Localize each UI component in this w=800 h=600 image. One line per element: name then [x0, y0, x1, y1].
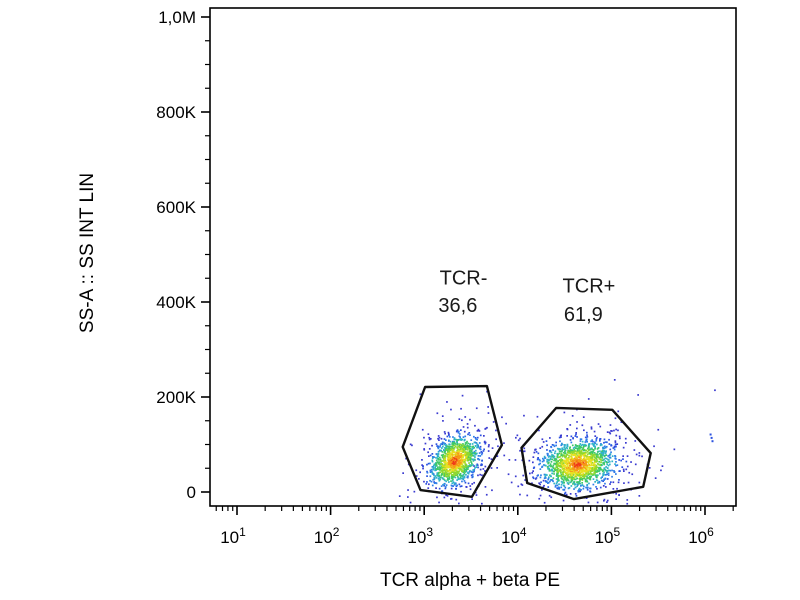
svg-text:200K: 200K [156, 388, 196, 407]
svg-text:0: 0 [187, 483, 196, 502]
svg-text:106: 106 [688, 525, 714, 547]
y-axis-tick-labels: 0 200K 400K 600K 800K 1,0M [156, 8, 196, 502]
x-axis-ticks [215, 506, 734, 515]
svg-text:400K: 400K [156, 293, 196, 312]
svg-text:1,0M: 1,0M [158, 8, 196, 27]
svg-text:61,9: 61,9 [564, 304, 603, 326]
svg-text:101: 101 [220, 525, 246, 547]
svg-text:800K: 800K [156, 103, 196, 122]
plot-frame [209, 7, 737, 507]
population-gates [401, 384, 652, 501]
y-axis-ticks [201, 16, 210, 493]
svg-text:600K: 600K [156, 198, 196, 217]
svg-text:103: 103 [407, 525, 433, 547]
svg-text:105: 105 [595, 525, 621, 547]
x-axis-title: TCR alpha + beta PE [379, 570, 561, 591]
svg-text:104: 104 [501, 525, 527, 547]
svg-text:102: 102 [314, 525, 340, 547]
svg-text:TCR+: TCR+ [563, 276, 616, 298]
svg-text:TCR-: TCR- [440, 267, 488, 289]
gate-labels: TCR- 36,6 TCR+ 61,9 [438, 267, 615, 326]
x-axis-tick-labels: 101 102 103 104 105 106 [220, 525, 714, 547]
scatter-points [398, 379, 716, 505]
y-axis-title: SS-A :: SS INT LIN [77, 172, 98, 334]
svg-text:36,6: 36,6 [438, 295, 477, 317]
